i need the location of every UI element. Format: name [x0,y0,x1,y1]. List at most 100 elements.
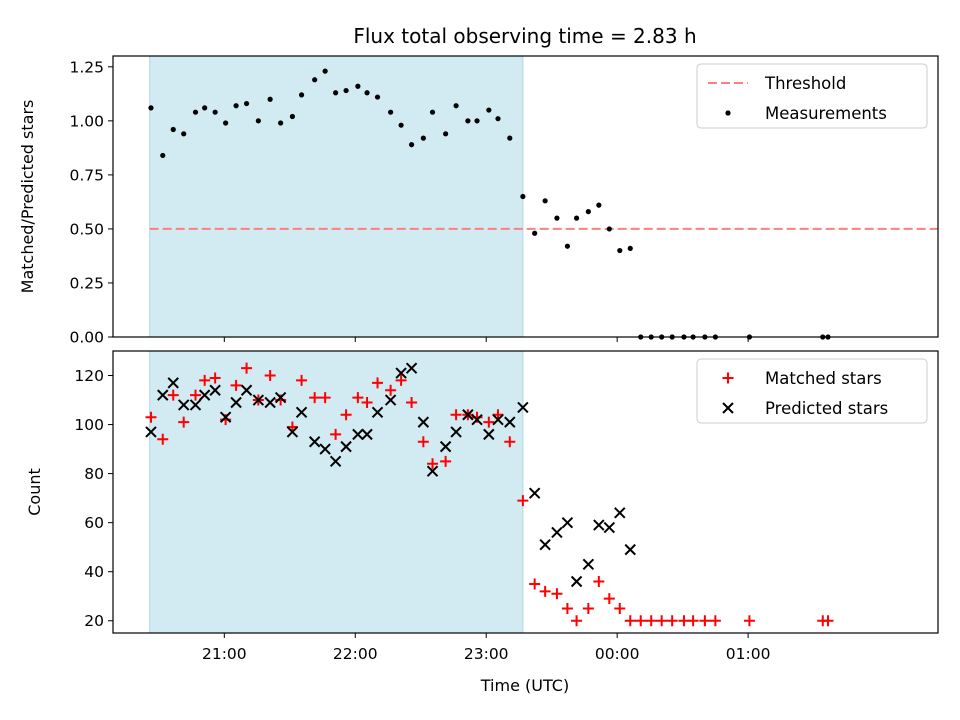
measurement-point [278,120,284,126]
legend: Threshold Measurements [696,63,928,129]
measurement-point [355,83,361,89]
y-tick-label: 0.00 [69,329,104,347]
matched-stars-point [504,436,516,448]
predicted-stars-point [371,406,384,419]
series-predicted-stars [145,362,636,588]
measurement-point [564,243,571,249]
measurement-point [322,68,328,74]
matched-stars-point [385,384,397,396]
measurement-point [148,105,154,111]
chart-title: Flux total observing time = 2.83 h [353,24,696,48]
legend-entry-predicted-stars: Predicted stars [722,399,888,418]
matched-stars-point [822,615,834,627]
matched-stars-point [157,433,169,445]
x-axis-label: Time (UTC) [480,676,569,695]
predicted-stars-point [209,384,221,396]
y-axis-label: Matched/Predicted stars [18,100,37,294]
matched-stars-point [395,374,407,386]
legend-label: Matched stars [765,369,882,388]
x-tick-label: 01:00 [726,645,771,663]
matched-stars-point [352,392,364,404]
predicted-stars-point [308,436,321,448]
measurement-point [233,103,239,109]
measurement-point [160,152,166,159]
matched-stars-point [406,396,418,408]
legend-label: Predicted stars [765,399,888,418]
measurement-point [333,90,339,96]
matched-stars-point [593,576,605,588]
measurement-point [298,92,305,98]
measurement-point [520,193,526,200]
matched-stars-point [517,495,529,507]
matched-stars-point [709,615,721,627]
predicted-stars-point [264,396,276,409]
matched-stars-point [635,615,647,627]
matched-stars-point [450,409,462,421]
observing-interval-shade [149,55,524,338]
predicted-stars-point [614,507,626,519]
matched-stars-point [209,372,221,384]
predicted-stars-point [198,389,211,401]
predicted-stars-point [551,526,563,539]
measurement-point [398,122,404,128]
predicted-stars-point [352,428,364,441]
measurement-point [170,126,176,133]
matched-stars-point [319,392,331,404]
measurement-point [474,118,480,124]
matched-stars-point [167,389,179,401]
matched-stars-point [230,379,242,391]
predicted-stars-point [240,384,253,396]
y-tick-label: 1.00 [69,112,104,130]
legend: Matched stars Predicted stars [696,358,928,424]
x-tick-label: 22:00 [333,645,378,663]
predicted-stars-point [462,409,474,421]
y-tick-label: 40 [84,563,104,581]
predicted-stars-point [286,426,299,438]
legend-marker [722,402,734,414]
predicted-stars-point [528,487,541,499]
predicted-stars-point [426,465,439,477]
matched-stars-point [199,374,211,386]
matched-stars-point [241,362,253,374]
measurement-point [532,230,538,236]
legend-entry-matched-stars: Matched stars [722,369,882,388]
x-tick-label: 21:00 [202,645,247,663]
predicted-stars-point [603,521,616,534]
measurement-point [627,245,633,251]
measurement-point [223,120,229,126]
panel-ratio: 0.00 0.25 0.50 0.75 1.00 1.25 Matched/Predicte… [18,55,939,347]
measurement-point [312,77,318,83]
legend-entry-threshold: Threshold [708,74,846,93]
predicted-stars-point [157,389,169,401]
y-tick-label: 60 [84,514,104,532]
measurement-point [420,135,426,141]
matched-stars-point [427,458,439,470]
predicted-stars-point [570,575,583,588]
measurement-point [243,100,250,107]
matched-stars-point [361,396,373,408]
legend-marker [722,372,734,384]
predicted-stars-point [439,440,452,453]
matched-stars-point [309,392,321,404]
measurement-point [364,90,370,96]
matched-stars-point [561,602,573,614]
measurement-point [554,215,560,221]
measurement-point [212,109,218,115]
measurement-point [495,116,501,122]
predicted-stars-point [593,519,605,531]
matched-stars-point [145,411,157,423]
measurement-point [617,247,623,254]
measurement-point [202,105,208,111]
matched-stars-point [603,593,615,605]
matched-stars-point [340,409,352,421]
predicted-stars-point [329,455,342,468]
measurement-point [453,103,459,109]
matched-stars-point [178,416,190,428]
matched-stars-point [687,615,699,627]
plot-frame [112,55,939,338]
panel-count: 21:00 22:00 23:00 00:00 01:00 20 40 60 80 100 120 C… [25,350,939,663]
predicted-stars-point [561,516,574,529]
predicted-stars-point [582,558,595,571]
measurement-point [606,226,612,232]
